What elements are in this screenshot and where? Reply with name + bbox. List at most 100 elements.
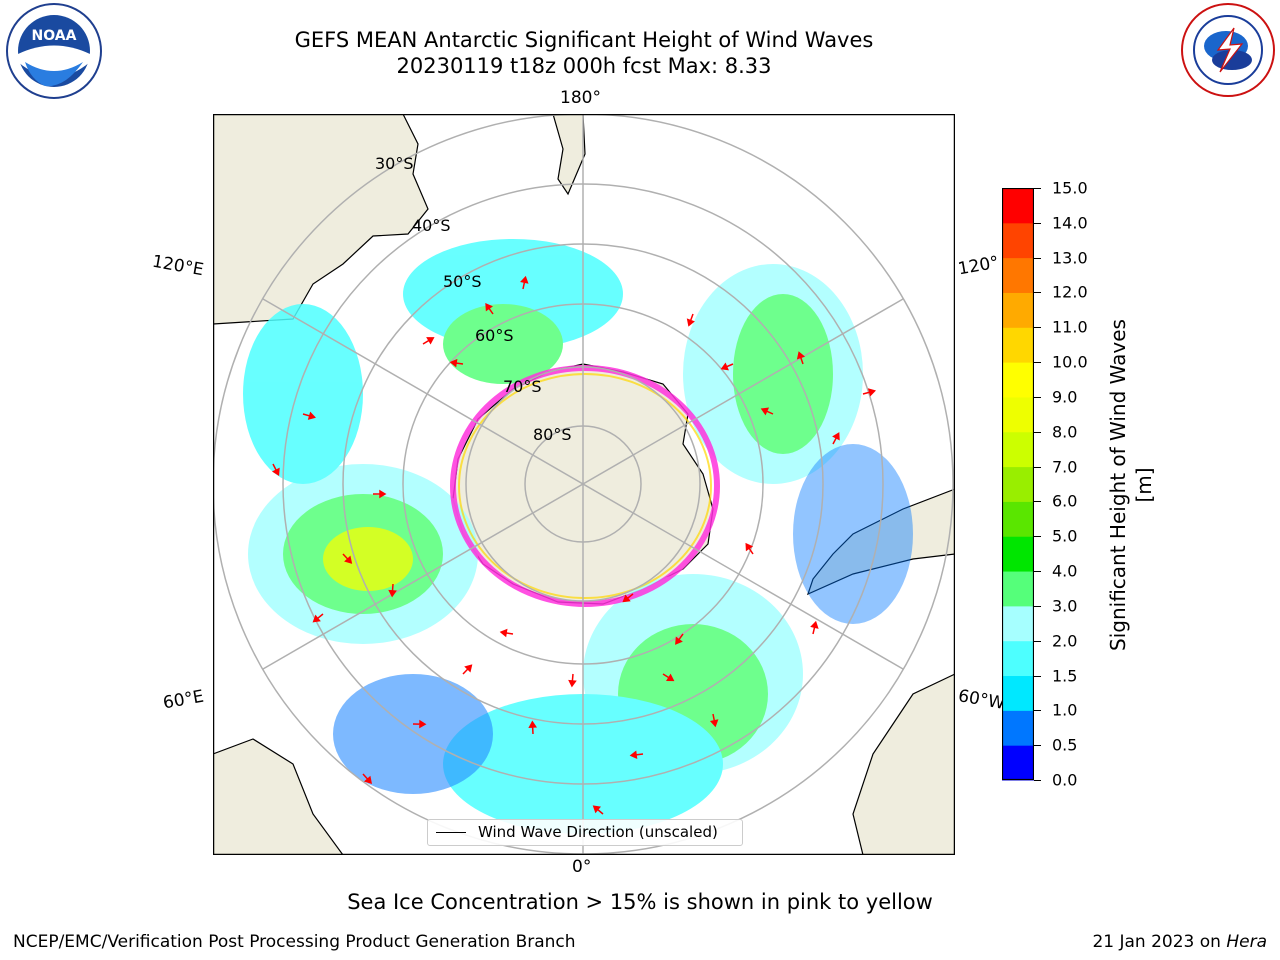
wave-arrow-icon bbox=[686, 313, 695, 327]
colorbar-segment bbox=[1002, 501, 1034, 537]
colorbar-segment bbox=[1002, 710, 1034, 746]
colorbar-tick-mark bbox=[1034, 466, 1041, 468]
colorbar-tick-mark bbox=[1034, 745, 1041, 747]
wave-arrow-icon bbox=[520, 275, 529, 290]
noaa-logo: NOAA bbox=[6, 3, 102, 99]
noaa-logo-text: NOAA bbox=[32, 28, 77, 44]
colorbar-tick-mark bbox=[1034, 362, 1041, 364]
wave-arrow-icon bbox=[373, 489, 387, 499]
colorbar-segment bbox=[1002, 640, 1034, 677]
lat-label-60s: 60°S bbox=[475, 326, 514, 345]
credit-text: NCEP/EMC/Verification Post Processing Pr… bbox=[13, 932, 576, 952]
sea-ice-note: Sea Ice Concentration > 15% is shown in … bbox=[347, 890, 933, 914]
wave-arrow-icon bbox=[388, 583, 397, 598]
colorbar-tick-mark bbox=[1034, 396, 1041, 398]
colorbar-segment bbox=[1002, 292, 1034, 328]
lat-label-30s: 30°S bbox=[375, 154, 414, 173]
colorbar-tick: 8.0 bbox=[1052, 422, 1078, 442]
colorbar-tick: 2.0 bbox=[1052, 631, 1078, 651]
lat-label-70s: 70°S bbox=[503, 377, 542, 396]
wave-arrow-icon bbox=[675, 633, 684, 645]
colorbar-tick-mark bbox=[1034, 431, 1041, 433]
wave-arrow-icon bbox=[271, 463, 280, 476]
colorbar-tick-mark bbox=[1034, 605, 1041, 607]
sea-ice-ring bbox=[450, 365, 720, 607]
wave-arrow-icon bbox=[528, 720, 537, 735]
colorbar-tick-mark bbox=[1034, 327, 1041, 329]
colorbar-segment bbox=[1002, 675, 1034, 711]
wave-arrow-icon bbox=[622, 593, 634, 603]
colorbar-segment bbox=[1002, 327, 1034, 363]
colorbar-tick-mark bbox=[1034, 292, 1041, 294]
wave-arrow-icon bbox=[629, 750, 644, 760]
wave-arrow-icon bbox=[422, 337, 435, 345]
nws-logo bbox=[1181, 3, 1275, 97]
wave-arrow-icon bbox=[810, 620, 819, 635]
colorbar-tick: 5.0 bbox=[1052, 526, 1078, 546]
wave-arrow-icon bbox=[796, 351, 806, 365]
colorbar-tick: 15.0 bbox=[1052, 178, 1088, 198]
wave-arrow-icon bbox=[499, 628, 514, 638]
colorbar-tick: 7.0 bbox=[1052, 457, 1078, 477]
colorbar-tick-mark bbox=[1034, 675, 1041, 677]
colorbar-segment bbox=[1002, 466, 1034, 502]
south-america bbox=[807, 488, 955, 596]
new-zealand bbox=[552, 114, 586, 196]
colorbar-tick-mark bbox=[1034, 257, 1041, 259]
lat-label-40s: 40°S bbox=[412, 216, 451, 235]
colorbar-tick-mark bbox=[1034, 222, 1041, 224]
polar-map: 30°S 40°S 50°S 60°S 70°S 80°S bbox=[213, 114, 955, 855]
lon-label-60e: 60°E bbox=[161, 686, 206, 714]
graticule bbox=[213, 114, 954, 855]
colorbar-tick: 6.0 bbox=[1052, 491, 1078, 511]
colorbar-tick: 1.0 bbox=[1052, 700, 1078, 720]
colorbar-tick-mark bbox=[1034, 710, 1041, 712]
date-text: 21 Jan 2023 on bbox=[1092, 932, 1227, 952]
lon-label-60w: 60°W bbox=[956, 686, 1007, 714]
africa-tip bbox=[852, 673, 955, 855]
generation-date: 21 Jan 2023 on Hera bbox=[1092, 932, 1267, 952]
wave-arrow-icon bbox=[760, 407, 774, 416]
wave-arrow-icon bbox=[462, 664, 473, 675]
colorbar-tick-mark bbox=[1034, 640, 1041, 642]
colorbar-tick: 9.0 bbox=[1052, 387, 1078, 407]
colorbar-tick: 0.0 bbox=[1052, 770, 1078, 790]
wave-arrow-icon bbox=[312, 613, 324, 623]
colorbar bbox=[1002, 188, 1034, 781]
wave-arrow-icon bbox=[362, 773, 373, 785]
colorbar-tick: 13.0 bbox=[1052, 248, 1088, 268]
lat-label-80s: 80°S bbox=[533, 425, 572, 444]
colorbar-tick-mark bbox=[1034, 780, 1041, 781]
wave-arrow-icon bbox=[449, 358, 464, 368]
lat-label-50s: 50°S bbox=[443, 272, 482, 291]
colorbar-segment bbox=[1002, 257, 1034, 293]
colorbar-tick-mark bbox=[1034, 571, 1041, 573]
wave-arrow-icon bbox=[662, 673, 675, 682]
colorbar-tick-mark bbox=[1034, 501, 1041, 503]
colorbar-segment bbox=[1002, 396, 1034, 433]
colorbar-label: Significant Height of Wind Waves [m] bbox=[1106, 319, 1156, 651]
lon-label-120w: 120° bbox=[956, 252, 1001, 280]
lon-label-0: 0° bbox=[572, 857, 592, 877]
colorbar-tick: 14.0 bbox=[1052, 213, 1088, 233]
wave-arrow-icon bbox=[342, 553, 353, 564]
map-title: GEFS MEAN Antarctic Significant Height o… bbox=[294, 28, 874, 52]
wave-direction-arrows bbox=[271, 275, 876, 815]
wave-arrow-icon bbox=[302, 411, 316, 420]
wave-arrow-icon bbox=[485, 302, 494, 315]
colorbar-tick: 11.0 bbox=[1052, 317, 1088, 337]
colorbar-tick-mark bbox=[1034, 536, 1041, 538]
lon-label-180: 180° bbox=[560, 88, 601, 108]
wave-arrow-icon bbox=[832, 432, 840, 445]
host-name: Hera bbox=[1226, 932, 1267, 952]
colorbar-tick: 0.5 bbox=[1052, 735, 1078, 755]
colorbar-segment bbox=[1002, 222, 1034, 259]
wave-arrow-icon bbox=[745, 542, 754, 555]
colorbar-tick: 1.5 bbox=[1052, 666, 1078, 686]
wave-arrow-icon bbox=[720, 362, 734, 371]
legend-line-icon bbox=[436, 832, 466, 833]
colorbar-segment bbox=[1002, 188, 1034, 224]
colorbar-tick: 12.0 bbox=[1052, 282, 1088, 302]
legend-label: Wind Wave Direction (unscaled) bbox=[478, 823, 718, 841]
colorbar-segment bbox=[1002, 536, 1034, 572]
